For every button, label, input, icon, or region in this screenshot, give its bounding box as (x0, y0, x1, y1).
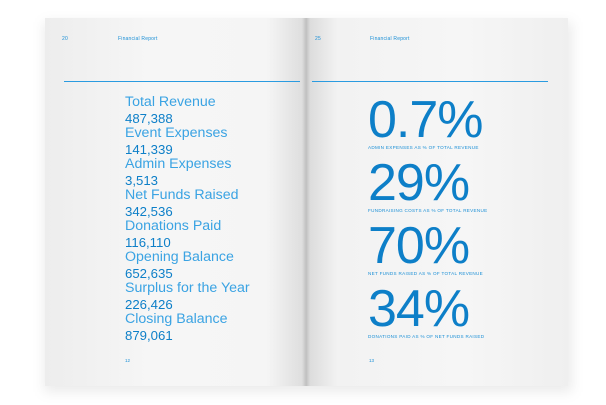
stat-value: 70% (368, 217, 470, 275)
financial-figures-list: Total Revenue 487,388 Event Expenses 141… (125, 94, 295, 343)
left-page-rule (64, 81, 300, 82)
figure-value: 879,061 (125, 327, 173, 343)
figure-value: 116,110 (125, 234, 171, 250)
stat-caption: ADMIN EXPENSES AS % OF TOTAL REVENUE (368, 145, 479, 150)
figure-label: Net Funds Raised (125, 187, 239, 203)
figure-value: 652,635 (125, 265, 173, 281)
figure-label: Total Revenue (125, 94, 216, 110)
list-item: Donations Paid 116,110 (125, 218, 295, 250)
stat-caption: FUNDRAISING COSTS AS % OF TOTAL REVENUE (368, 208, 488, 213)
figure-value: 3,513 (125, 172, 159, 188)
figure-label: Opening Balance (125, 249, 234, 265)
right-page-header-number: 25 (315, 36, 321, 42)
left-page (45, 18, 306, 386)
figure-label: Closing Balance (125, 311, 228, 327)
stat-block: 0.7% ADMIN EXPENSES AS % OF TOTAL REVENU… (368, 91, 484, 151)
figure-label: Donations Paid (125, 218, 222, 234)
left-page-header-number: 20 (62, 36, 68, 42)
list-item: Closing Balance 879,061 (125, 311, 295, 343)
stat-block: 34% DONATIONS PAID AS % OF NET FUNDS RAI… (368, 280, 485, 340)
figure-label: Admin Expenses (125, 156, 232, 172)
stat-caption: DONATIONS PAID AS % OF NET FUNDS RAISED (368, 334, 485, 339)
stat-block: 70% NET FUNDS RAISED AS % OF TOTAL REVEN… (368, 217, 484, 277)
list-item: Total Revenue 487,388 (125, 94, 295, 126)
stat-value: 0.7% (368, 91, 484, 149)
right-page (306, 18, 568, 386)
figure-value: 226,426 (125, 296, 173, 312)
list-item: Net Funds Raised 342,536 (125, 187, 295, 219)
figure-value: 342,536 (125, 203, 173, 219)
book-gutter (302, 18, 310, 386)
left-page-number: 12 (125, 358, 131, 363)
figure-label: Event Expenses (125, 125, 228, 141)
right-page-number: 13 (369, 358, 375, 363)
figure-label: Surplus for the Year (125, 280, 250, 296)
right-page-rule (312, 81, 548, 82)
figure-value: 141,339 (125, 141, 173, 157)
stat-caption: NET FUNDS RAISED AS % OF TOTAL REVENUE (368, 271, 484, 276)
list-item: Admin Expenses 3,513 (125, 156, 295, 188)
figure-value: 487,388 (125, 110, 173, 126)
list-item: Surplus for the Year 226,426 (125, 280, 295, 312)
left-page-header-title: Financial Report (118, 36, 158, 42)
stat-value: 34% (368, 280, 470, 338)
right-page-header-title: Financial Report (370, 36, 410, 42)
stat-value: 29% (368, 154, 470, 212)
list-item: Event Expenses 141,339 (125, 125, 295, 157)
stat-block: 29% FUNDRAISING COSTS AS % OF TOTAL REVE… (368, 154, 488, 214)
list-item: Opening Balance 652,635 (125, 249, 295, 281)
